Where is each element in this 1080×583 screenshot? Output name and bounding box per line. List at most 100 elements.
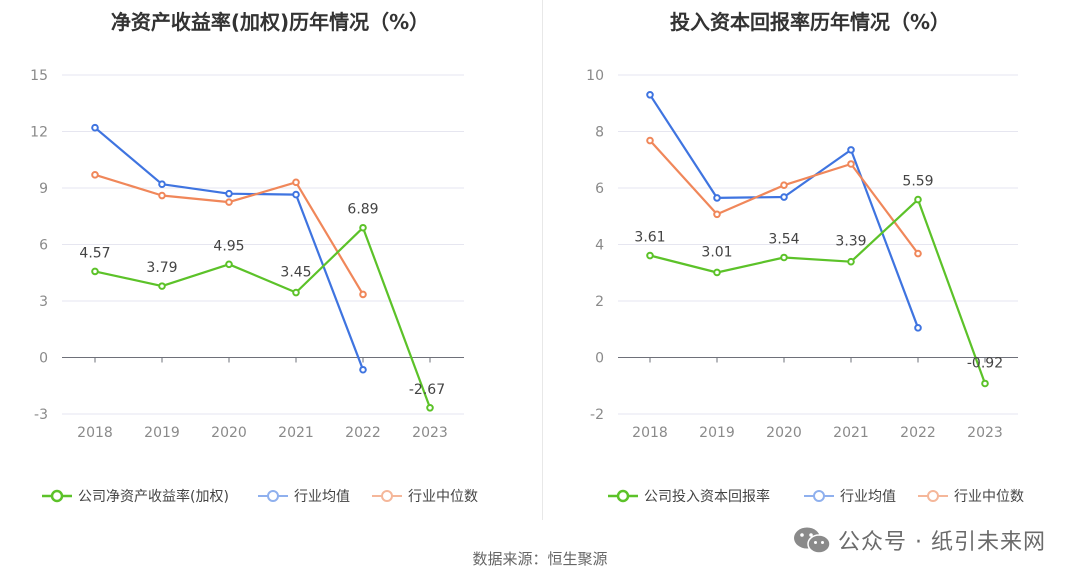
legend-label: 行业中位数 (954, 489, 1024, 505)
data-point (158, 191, 166, 200)
legend-item-industry-median[interactable]: 行业中位数 (372, 486, 478, 506)
series-line (649, 94, 920, 329)
x-tick-label: 2021 (833, 425, 869, 441)
y-tick-label: 6 (595, 181, 604, 197)
data-point (292, 190, 300, 199)
data-label: 4.95 (213, 238, 244, 254)
y-tick-label: 8 (595, 125, 604, 141)
roic-chart-panel: 投入资本回报率历年情况（%） -2 0 2 4 6 8 10 2018 2019 2020 2021… (540, 0, 1080, 520)
data-point (914, 195, 922, 204)
y-tick-label: 3 (39, 294, 48, 310)
data-point (426, 403, 434, 412)
series-line (94, 226, 432, 409)
data-point (780, 193, 788, 201)
data-point (914, 249, 922, 258)
x-tick-label: 2022 (345, 425, 381, 441)
data-point (91, 171, 99, 179)
data-label: 3.01 (701, 244, 732, 260)
y-tick-label: 12 (30, 125, 48, 141)
data-label: 3.39 (835, 234, 866, 250)
legend-label: 公司投入资本回报率 (644, 489, 770, 505)
data-point (292, 178, 300, 187)
data-label: 3.61 (634, 230, 665, 246)
roe-chart-title: 净资产收益率(加权)历年情况（%） (110, 10, 430, 34)
data-point (225, 198, 233, 206)
legend-line-icon (804, 490, 834, 502)
data-label: 4.57 (79, 245, 110, 261)
data-point (91, 267, 99, 276)
x-tick-label: 2022 (900, 425, 936, 441)
data-point (713, 194, 721, 202)
data-source-note: 数据来源：恒生聚源 (472, 550, 608, 568)
data-point (847, 146, 855, 154)
data-point (359, 365, 367, 374)
roic-chart-title: 投入资本回报率历年情况（%） (669, 10, 951, 34)
legend-item-company-roic[interactable]: 公司投入资本回报率 (608, 486, 770, 506)
legend-label: 行业均值 (294, 489, 350, 505)
watermark-text: 公众号 · 纸引未来网 (838, 530, 1046, 555)
data-label: 6.89 (347, 202, 378, 218)
panel-divider (542, 0, 543, 520)
data-point (646, 251, 654, 260)
wechat-watermark: 公众号 · 纸引未来网 (792, 524, 1046, 556)
data-point (225, 260, 233, 269)
y-tick-label: 4 (595, 238, 604, 254)
data-label: 3.54 (768, 231, 799, 247)
wechat-icon (794, 527, 831, 554)
data-point (914, 324, 922, 332)
y-tick-label: 15 (30, 68, 48, 84)
data-point (713, 268, 721, 277)
data-point (847, 160, 855, 168)
data-point (646, 90, 654, 99)
data-point (292, 288, 300, 297)
data-point (359, 223, 367, 232)
series-line (649, 198, 987, 384)
y-tick-label: 2 (595, 294, 604, 310)
x-tick-label: 2019 (699, 425, 735, 441)
roic-chart: -2 0 2 4 6 8 10 2018 2019 2020 2021 2022 2023 3.61 3.0… (586, 68, 1018, 441)
y-tick-label: 10 (586, 68, 604, 84)
data-point (158, 180, 166, 189)
data-point (981, 379, 989, 388)
y-tick-label: 0 (39, 351, 48, 367)
data-point (359, 290, 367, 299)
data-point (158, 282, 166, 290)
data-label: 3.79 (146, 260, 177, 276)
legend-line-icon (372, 490, 402, 502)
y-tick-label: -2 (590, 407, 604, 423)
legend-line-icon (258, 490, 288, 502)
legend-label: 行业均值 (840, 489, 896, 505)
legend-item-industry-mean[interactable]: 行业均值 (258, 486, 350, 506)
data-point (646, 136, 654, 145)
data-label: 3.45 (280, 265, 311, 281)
data-label: -2.67 (409, 382, 445, 398)
legend-line-icon (42, 489, 72, 503)
data-point (780, 181, 788, 189)
legend-line-icon (608, 489, 638, 503)
y-tick-label: 6 (39, 238, 48, 254)
data-point (91, 123, 99, 132)
x-tick-label: 2020 (211, 425, 247, 441)
x-tick-label: 2018 (77, 425, 113, 441)
x-tick-label: 2020 (766, 425, 802, 441)
legend-item-industry-mean[interactable]: 行业均值 (804, 486, 896, 506)
roe-chart-panel: 净资产收益率(加权)历年情况（%） -3 0 3 6 9 12 15 2018 2019 2020… (0, 0, 540, 520)
data-point (847, 257, 855, 266)
data-point (225, 189, 233, 198)
x-tick-label: 2021 (278, 425, 314, 441)
y-tick-label: -3 (34, 407, 48, 423)
legend-line-icon (918, 490, 948, 502)
y-tick-label: 9 (39, 181, 48, 197)
legend-label: 公司净资产收益率(加权) (78, 489, 229, 505)
legend-item-company-roe[interactable]: 公司净资产收益率(加权) (42, 486, 229, 506)
x-tick-label: 2023 (967, 425, 1003, 441)
legend-label: 行业中位数 (408, 489, 478, 505)
x-tick-label: 2018 (632, 425, 668, 441)
roe-legend: 公司净资产收益率(加权) 行业均值 行业中位数 (0, 486, 540, 510)
roe-chart: -3 0 3 6 9 12 15 2018 2019 2020 2021 2022 2023 4.57 3.… (30, 68, 464, 441)
x-tick-label: 2023 (412, 425, 448, 441)
x-tick-label: 2019 (144, 425, 180, 441)
data-label: 5.59 (902, 174, 933, 190)
legend-item-industry-median[interactable]: 行业中位数 (918, 486, 1024, 506)
roic-legend: 公司投入资本回报率 行业均值 行业中位数 (540, 486, 1080, 510)
